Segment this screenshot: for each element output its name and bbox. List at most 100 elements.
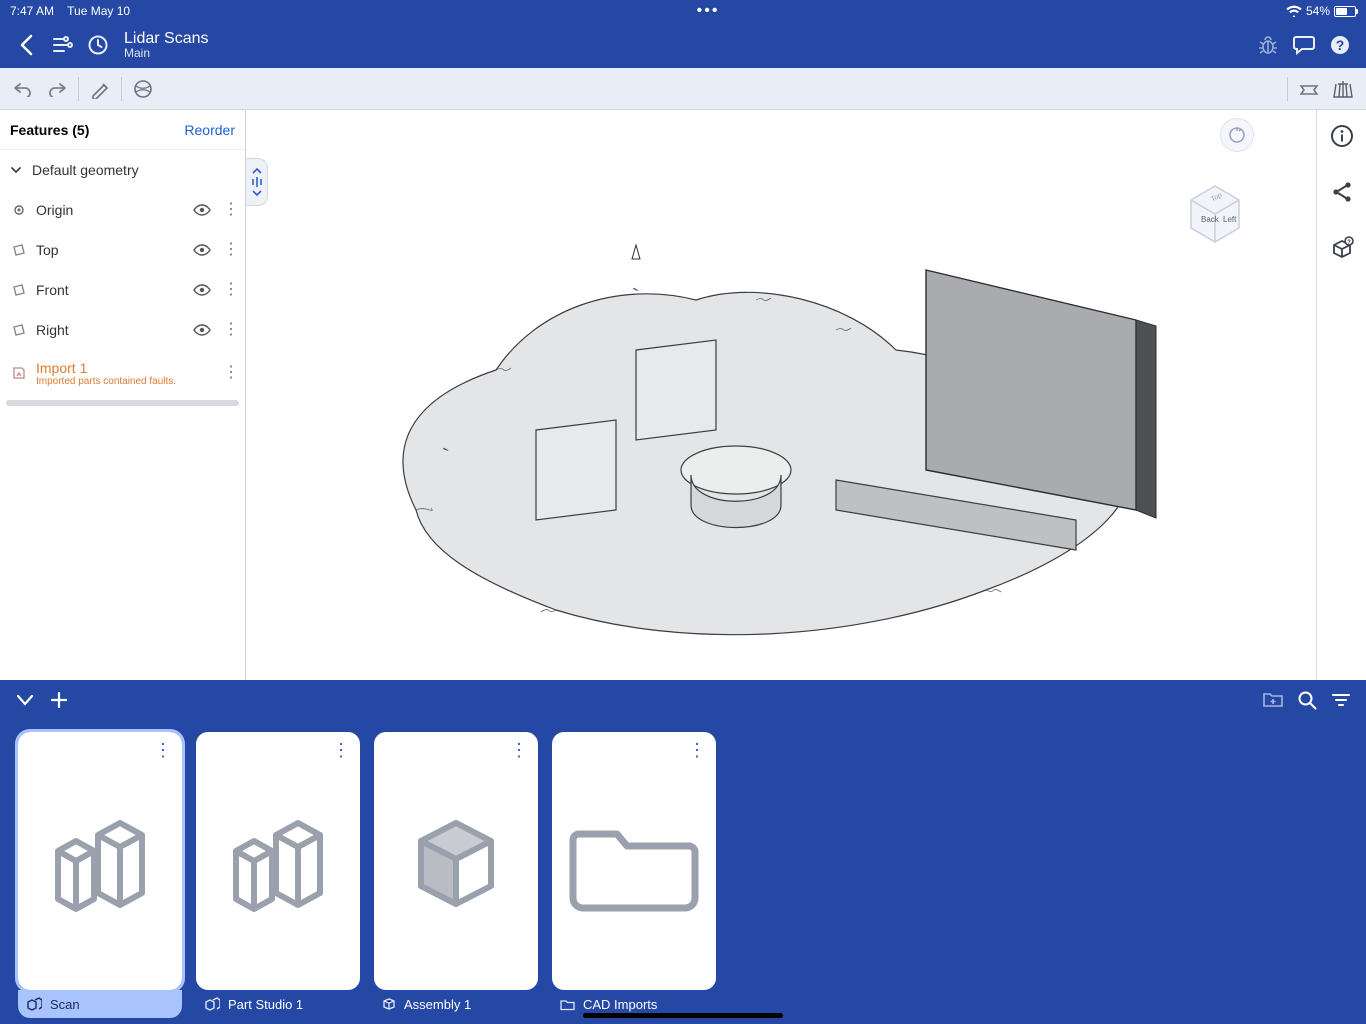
feature-menu-button[interactable]: ⋮ [223, 202, 237, 218]
visibility-toggle[interactable] [193, 323, 215, 337]
feature-label: Origin [36, 202, 185, 218]
ios-home-indicator[interactable] [583, 1013, 783, 1018]
tabs-toolbar [0, 680, 1366, 720]
document-title: Lidar Scans [124, 30, 209, 48]
feature-import-1[interactable]: Import 1 Imported parts contained faults… [0, 350, 245, 396]
tab-thumbnail-cadimports[interactable]: ⋮ [552, 732, 716, 990]
feature-menu-button[interactable]: ⋮ [223, 322, 237, 338]
learning-center-button[interactable]: ? [1326, 232, 1358, 264]
tabs-thumbnail-strip: ⋮ Scan ⋮ [0, 720, 1366, 1024]
feature-label: Front [36, 282, 185, 298]
feature-default-geometry[interactable]: Default geometry [0, 150, 245, 190]
new-folder-button[interactable] [1256, 683, 1290, 717]
battery-icon [1334, 6, 1356, 17]
origin-icon [10, 204, 28, 216]
info-button[interactable] [1326, 120, 1358, 152]
thumbnail-menu-button[interactable]: ⋮ [688, 740, 706, 761]
add-tab-button[interactable] [42, 683, 76, 717]
app-title-bar: Lidar Scans Main ? [0, 22, 1366, 68]
appearance-tool-button[interactable] [126, 72, 160, 106]
battery-percent: 54% [1306, 4, 1330, 18]
partstudio-icon [18, 732, 182, 990]
redo-button[interactable] [40, 72, 74, 106]
share-button[interactable] [1326, 176, 1358, 208]
tab-thumbnail-assembly1[interactable]: ⋮ [374, 732, 538, 990]
toolbar-divider [121, 77, 122, 101]
svg-text:?: ? [1336, 37, 1345, 53]
help-icon[interactable]: ? [1322, 27, 1358, 63]
tab-label-text: Assembly 1 [404, 997, 471, 1012]
import-icon [10, 365, 28, 381]
plane-icon [10, 323, 28, 337]
tab-label-text: Scan [50, 997, 80, 1012]
tab-label-text: CAD Imports [583, 997, 657, 1012]
main-area: Features (5) Reorder Default geometry Or… [0, 110, 1366, 680]
branch-name: Main [124, 47, 209, 60]
feature-menu-button[interactable]: ⋮ [223, 242, 237, 258]
visibility-toggle[interactable] [193, 283, 215, 297]
chevron-down-icon [10, 164, 24, 176]
svg-text:?: ? [1347, 240, 1351, 246]
status-date: Tue May 10 [67, 4, 130, 18]
features-title: Features (5) [10, 122, 89, 138]
folder-small-icon [560, 998, 575, 1011]
filter-tabs-button[interactable] [1324, 683, 1358, 717]
sketch-tool-button[interactable] [83, 72, 117, 106]
thumbnail-menu-button[interactable]: ⋮ [332, 740, 350, 761]
feature-front-plane[interactable]: Front ⋮ [0, 270, 245, 310]
visibility-toggle[interactable] [193, 243, 215, 257]
search-tabs-button[interactable] [1290, 683, 1324, 717]
features-header: Features (5) Reorder [0, 110, 245, 150]
undo-button[interactable] [6, 72, 40, 106]
collapse-tabs-button[interactable] [8, 683, 42, 717]
thumbnail-menu-button[interactable]: ⋮ [154, 740, 172, 761]
status-time: 7:47 AM [10, 4, 54, 18]
comments-icon[interactable] [1286, 27, 1322, 63]
plane-icon [10, 283, 28, 297]
history-icon[interactable] [80, 27, 116, 63]
back-button[interactable] [8, 27, 44, 63]
visibility-toggle[interactable] [193, 203, 215, 217]
assembly-icon [374, 732, 538, 990]
folder-icon [552, 732, 716, 990]
feature-label: Import 1 [36, 360, 215, 376]
feature-menu-button[interactable]: ⋮ [223, 365, 237, 381]
toolbar-divider [1287, 77, 1288, 101]
feature-top-plane[interactable]: Top ⋮ [0, 230, 245, 270]
bug-report-icon[interactable] [1250, 27, 1286, 63]
plane-icon [10, 243, 28, 257]
tab-thumbnail-scan[interactable]: ⋮ [18, 732, 182, 990]
status-right-cluster: 54% [1286, 4, 1356, 18]
partstudio-small-icon [204, 997, 220, 1011]
partstudio-small-icon [26, 997, 42, 1011]
feature-origin[interactable]: Origin ⋮ [0, 190, 245, 230]
measure-button[interactable] [1326, 72, 1360, 106]
feature-right-plane[interactable]: Right ⋮ [0, 310, 245, 350]
tab-label-text: Part Studio 1 [228, 997, 303, 1012]
tab-thumbnail-partstudio1[interactable]: ⋮ [196, 732, 360, 990]
feature-menu-button[interactable]: ⋮ [223, 282, 237, 298]
sketch-toolbar [0, 68, 1366, 110]
3d-viewport[interactable]: Back Left Top [246, 110, 1316, 680]
tab-label[interactable]: Scan [18, 990, 182, 1018]
feature-label: Right [36, 322, 185, 338]
wifi-icon [1286, 5, 1302, 17]
document-title-block[interactable]: Lidar Scans Main [124, 30, 209, 61]
ios-status-bar: 7:47 AM Tue May 10 ••• 54% [0, 0, 1366, 22]
status-time-date: 7:47 AM Tue May 10 [10, 4, 130, 18]
document-panel-icon[interactable] [44, 27, 80, 63]
feature-warning: Imported parts contained faults. [36, 376, 215, 387]
feature-label: Top [36, 242, 185, 258]
tab-label[interactable]: Assembly 1 [374, 990, 538, 1018]
right-tool-rail: ? [1316, 110, 1366, 680]
thumbnail-menu-button[interactable]: ⋮ [510, 740, 528, 761]
tab-label[interactable]: Part Studio 1 [196, 990, 360, 1018]
multitask-dots[interactable]: ••• [130, 2, 1286, 20]
lidar-mesh-render [246, 110, 1316, 680]
features-panel: Features (5) Reorder Default geometry Or… [0, 110, 246, 680]
assembly-small-icon [382, 997, 396, 1011]
reorder-button[interactable]: Reorder [184, 122, 235, 138]
section-view-button[interactable] [1292, 72, 1326, 106]
feature-rollback-bar[interactable] [6, 400, 239, 406]
toolbar-divider [78, 77, 79, 101]
